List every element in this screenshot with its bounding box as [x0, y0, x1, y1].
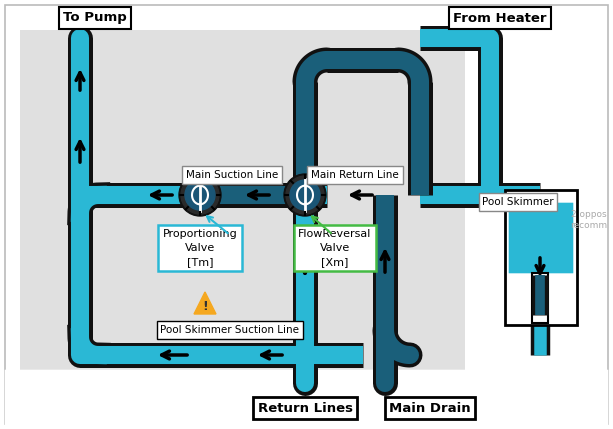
- Circle shape: [185, 180, 215, 210]
- Text: Pool Skimmer: Pool Skimmer: [482, 197, 554, 207]
- FancyBboxPatch shape: [5, 5, 608, 424]
- FancyBboxPatch shape: [505, 190, 577, 325]
- Text: From Heater: From Heater: [453, 12, 547, 24]
- Circle shape: [290, 180, 320, 210]
- FancyBboxPatch shape: [5, 370, 608, 429]
- Text: Proportioning
Valve
[Tm]: Proportioning Valve [Tm]: [162, 229, 237, 267]
- Text: Main Return Line: Main Return Line: [311, 170, 399, 180]
- FancyBboxPatch shape: [20, 30, 465, 370]
- Polygon shape: [194, 292, 216, 314]
- Text: Return Lines: Return Lines: [257, 402, 352, 414]
- Text: 2 oppos
recomm: 2 oppos recomm: [570, 210, 607, 230]
- FancyBboxPatch shape: [532, 273, 548, 323]
- Text: Main Suction Line: Main Suction Line: [186, 170, 278, 180]
- Circle shape: [284, 174, 326, 216]
- Text: Main Drain: Main Drain: [389, 402, 471, 414]
- Circle shape: [286, 176, 324, 214]
- Text: Pool Skimmer Suction Line: Pool Skimmer Suction Line: [161, 325, 300, 335]
- Circle shape: [179, 174, 221, 216]
- FancyBboxPatch shape: [509, 202, 573, 273]
- Text: To Pump: To Pump: [63, 12, 127, 24]
- Circle shape: [181, 176, 219, 214]
- Text: FlowReversal
Valve
[Xm]: FlowReversal Valve [Xm]: [299, 229, 371, 267]
- Text: !: !: [202, 299, 208, 312]
